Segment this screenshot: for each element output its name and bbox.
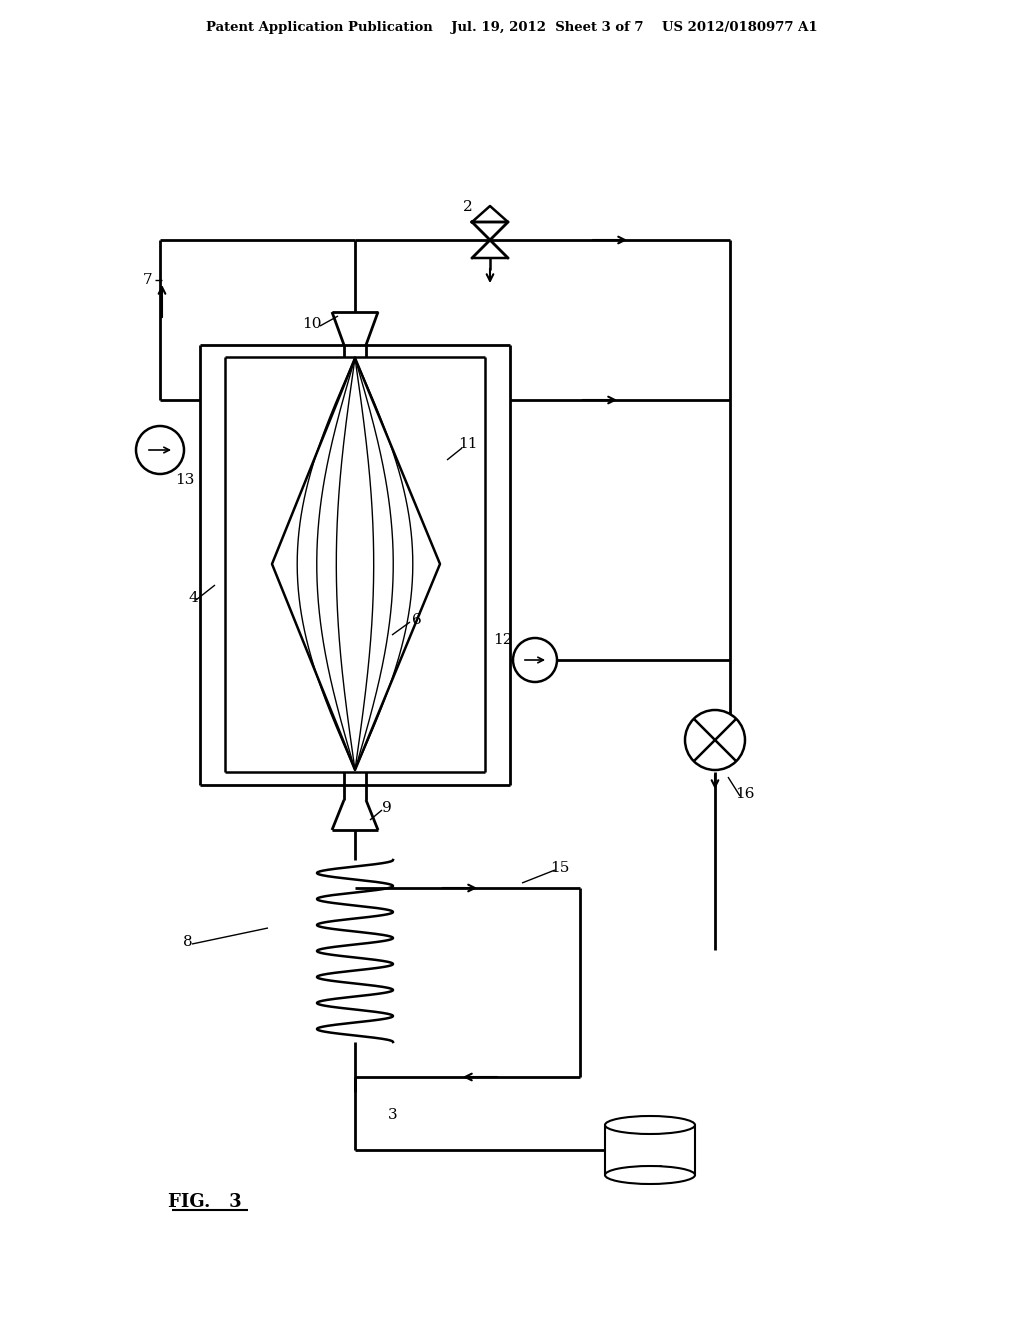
Text: 8: 8 — [183, 935, 193, 949]
Circle shape — [685, 710, 745, 770]
Ellipse shape — [605, 1166, 695, 1184]
Text: 7: 7 — [143, 273, 153, 286]
Text: 10: 10 — [302, 317, 322, 331]
Circle shape — [136, 426, 184, 474]
Ellipse shape — [605, 1115, 695, 1134]
Text: 9: 9 — [382, 801, 392, 814]
Text: 1: 1 — [655, 1166, 665, 1179]
Text: 15: 15 — [550, 861, 569, 875]
Text: 11: 11 — [459, 437, 478, 451]
Text: 3: 3 — [388, 1107, 397, 1122]
Text: FIG.   3: FIG. 3 — [168, 1193, 242, 1210]
Text: 6: 6 — [412, 612, 422, 627]
Text: 4: 4 — [188, 591, 198, 605]
Text: Patent Application Publication    Jul. 19, 2012  Sheet 3 of 7    US 2012/0180977: Patent Application Publication Jul. 19, … — [206, 21, 818, 34]
Text: 7: 7 — [539, 671, 548, 685]
Circle shape — [513, 638, 557, 682]
Text: 12: 12 — [494, 634, 513, 647]
Text: 13: 13 — [175, 473, 195, 487]
Text: 2: 2 — [463, 201, 473, 214]
Text: 16: 16 — [735, 787, 755, 801]
